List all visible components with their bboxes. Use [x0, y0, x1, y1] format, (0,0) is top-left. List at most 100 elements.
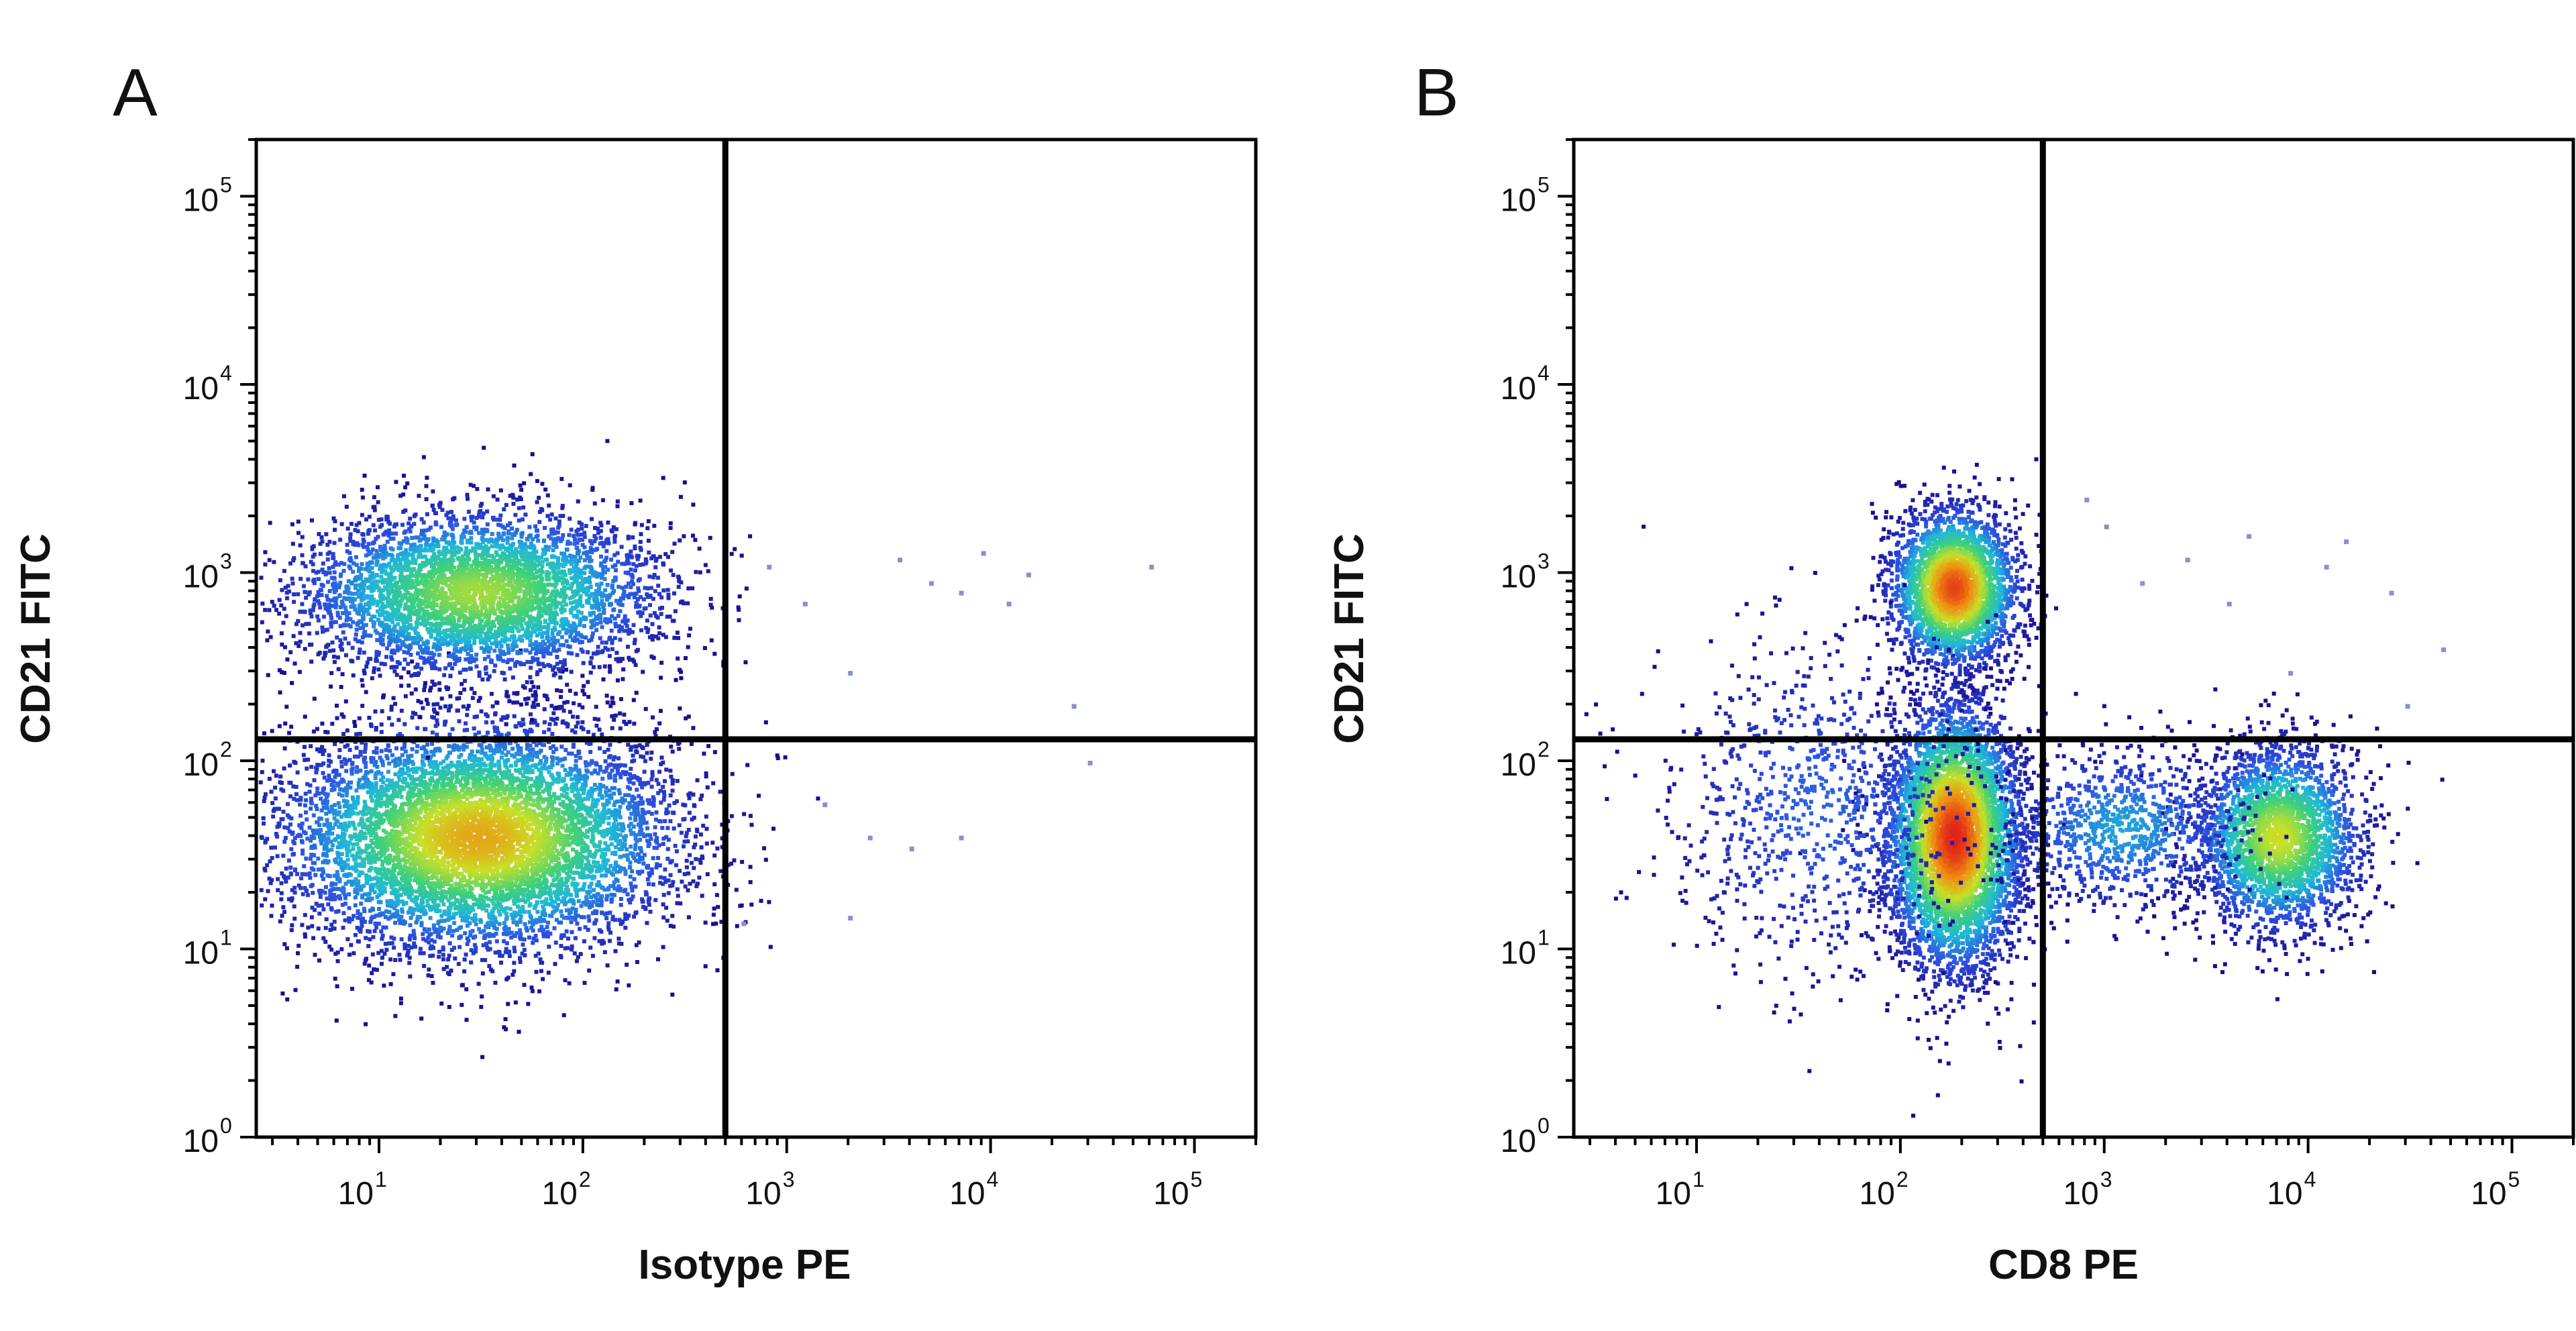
event-dot [619, 903, 623, 907]
event-dot [540, 814, 544, 818]
event-dot [408, 908, 412, 912]
event-dot [645, 892, 649, 896]
event-dot [695, 829, 699, 833]
event-dot [368, 818, 372, 822]
event-dot [298, 802, 302, 806]
event-dot [273, 807, 277, 811]
event-dot [608, 776, 612, 780]
event-dot [527, 910, 531, 914]
event-dot [330, 722, 334, 726]
event-dot [317, 926, 321, 930]
event-dot [509, 764, 513, 768]
event-dot [335, 704, 339, 708]
event-dot [600, 873, 604, 877]
event-dot [409, 916, 413, 920]
event-dot [421, 706, 425, 710]
event-dot [578, 756, 582, 760]
event-dot [647, 882, 651, 886]
event-dot [649, 778, 653, 782]
event-dot [380, 749, 384, 753]
event-dot [553, 884, 557, 888]
event-dot [683, 872, 687, 876]
event-dot [419, 947, 423, 951]
event-dot [537, 802, 541, 806]
event-dot [438, 860, 442, 864]
event-dot [545, 808, 549, 812]
event-dot [347, 953, 352, 957]
event-dot [622, 712, 626, 716]
event-dot [664, 906, 668, 910]
event-dot [588, 946, 592, 950]
event-dot [643, 907, 647, 911]
event-dot [390, 941, 394, 945]
event-dot [604, 898, 608, 902]
event-dot [308, 826, 312, 830]
event-dot [592, 733, 596, 737]
event-dot [512, 961, 516, 965]
event-dot [374, 828, 378, 832]
event-dot [564, 901, 568, 905]
event-dot [408, 956, 412, 960]
event-dot [529, 712, 533, 716]
event-dot [530, 680, 534, 684]
event-dot [415, 726, 419, 730]
event-dot [446, 957, 450, 961]
event-dot [538, 806, 542, 810]
event-dot [299, 886, 303, 890]
event-dot [407, 961, 411, 965]
event-dot [665, 918, 669, 922]
event-dot [276, 888, 280, 892]
event-dot [438, 926, 442, 930]
event-dot [465, 766, 469, 770]
event-dot [333, 803, 337, 807]
event-dot [674, 844, 678, 848]
event-dot [379, 929, 383, 933]
event-dot [633, 818, 637, 822]
event-dot [712, 913, 716, 917]
event-dot [309, 857, 313, 861]
event-dot [366, 929, 370, 933]
event-dot [549, 746, 553, 750]
event-dot [672, 924, 676, 928]
event-dot [441, 957, 445, 961]
event-dot [294, 988, 298, 992]
event-dot [660, 755, 664, 759]
event-dot [305, 767, 309, 771]
event-dot [353, 755, 357, 759]
event-dot [592, 888, 596, 892]
event-dot [512, 850, 516, 854]
event-dot [616, 879, 620, 883]
event-dot [340, 852, 344, 856]
event-dot [659, 875, 663, 880]
event-dot [455, 768, 460, 772]
event-dot [323, 847, 327, 851]
event-dot [354, 896, 358, 900]
event-dot [480, 958, 484, 962]
event-dot [680, 831, 684, 835]
event-dot [287, 859, 291, 863]
event-dot [651, 856, 655, 860]
event-dot [597, 844, 601, 848]
event-dot [326, 902, 330, 906]
event-dot [425, 743, 429, 747]
event-dot [537, 990, 541, 994]
event-dot [308, 790, 312, 794]
event-dot [337, 773, 341, 777]
event-dot [686, 871, 690, 875]
event-dot [286, 802, 290, 806]
event-dot [730, 814, 734, 818]
event-dot [507, 927, 511, 931]
event-dot [564, 768, 568, 772]
event-dot [351, 796, 355, 800]
event-dot [594, 724, 598, 728]
event-dot [343, 896, 347, 900]
event-dot [500, 898, 504, 902]
event-dot [335, 984, 339, 988]
event-dot [318, 831, 322, 835]
event-dot [590, 787, 594, 791]
event-dot [341, 732, 345, 736]
event-dot [769, 945, 773, 949]
event-dot [447, 1005, 451, 1009]
event-dot [488, 941, 492, 945]
event-dot [484, 908, 488, 912]
